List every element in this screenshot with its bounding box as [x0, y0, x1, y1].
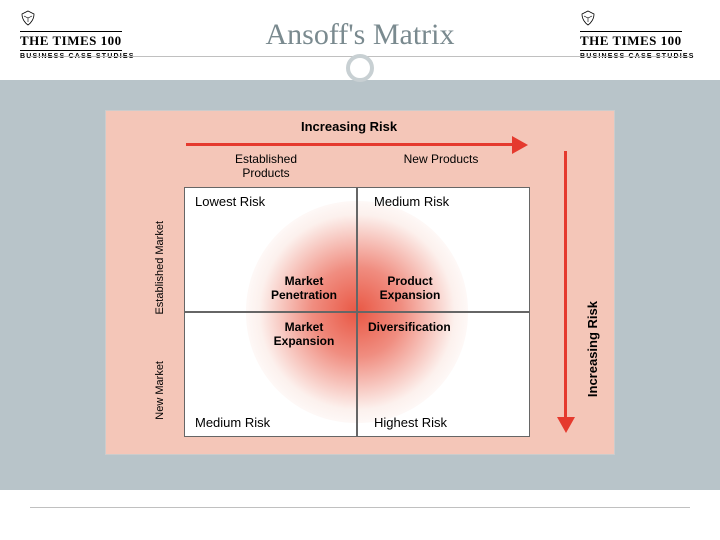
horizontal-axis-label: Increasing Risk [301, 119, 397, 134]
risk-label: Medium Risk [195, 415, 270, 430]
vertical-axis-label: Increasing Risk [585, 301, 600, 397]
cell-market-expansion: Medium Risk Market Expansion [184, 312, 357, 437]
matrix-grid: Lowest Risk Market Penetration Medium Ri… [184, 187, 530, 437]
cell-diversification: Highest Risk Diversification [357, 312, 530, 437]
slide-title: Ansoff's Matrix [0, 18, 720, 52]
row-header-new: New Market [154, 361, 167, 420]
cell-product-expansion: Medium Risk Product Expansion [357, 187, 530, 312]
risk-label: Medium Risk [374, 194, 449, 209]
strategy-label: Market Expansion [262, 321, 346, 349]
horizontal-arrow-icon [186, 139, 526, 151]
vertical-arrow-icon [560, 151, 572, 431]
row-header-established: Established Market [154, 221, 167, 315]
column-header-new: New Products [396, 153, 486, 167]
column-header-established: Established Products [221, 153, 311, 181]
strategy-label: Product Expansion [368, 275, 452, 303]
strategy-label: Market Penetration [262, 275, 346, 303]
title-ring-icon [346, 54, 374, 82]
bottom-rule [30, 507, 690, 508]
risk-label: Highest Risk [374, 415, 447, 430]
risk-label: Lowest Risk [195, 194, 265, 209]
cell-market-penetration: Lowest Risk Market Penetration [184, 187, 357, 312]
ansoff-matrix: Increasing Risk Increasing Risk Establis… [105, 110, 615, 455]
strategy-label: Diversification [368, 321, 468, 335]
